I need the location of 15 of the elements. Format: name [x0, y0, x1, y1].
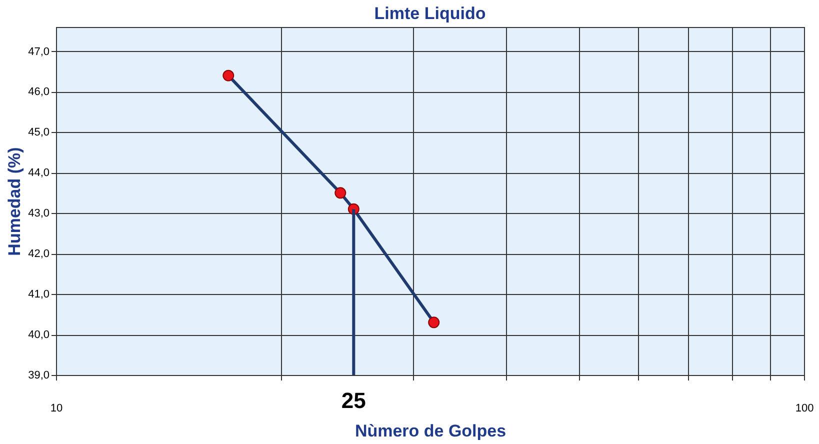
y-tick-label: 45,0	[28, 126, 50, 139]
x-tick-label: 10	[50, 402, 63, 414]
y-tick-label: 42,0	[28, 248, 50, 260]
y-tick-label: 44,0	[28, 167, 50, 180]
x-axis-title: Nùmero de Golpes	[354, 422, 506, 440]
y-tick-label: 43,0	[28, 208, 50, 220]
y-tick-label: 46,0	[28, 86, 50, 98]
y-axis-title: Humedad (%)	[5, 147, 24, 256]
annotation: 25	[341, 388, 366, 413]
y-tick-label: 41,0	[28, 288, 50, 301]
y-tick-label: 47,0	[28, 46, 50, 58]
chart-title: Limte Liquido	[374, 4, 486, 23]
x-tick-label: 100	[795, 402, 814, 414]
y-tick-label: 39,0	[28, 370, 50, 382]
y-tick-label: 40,0	[28, 329, 50, 342]
